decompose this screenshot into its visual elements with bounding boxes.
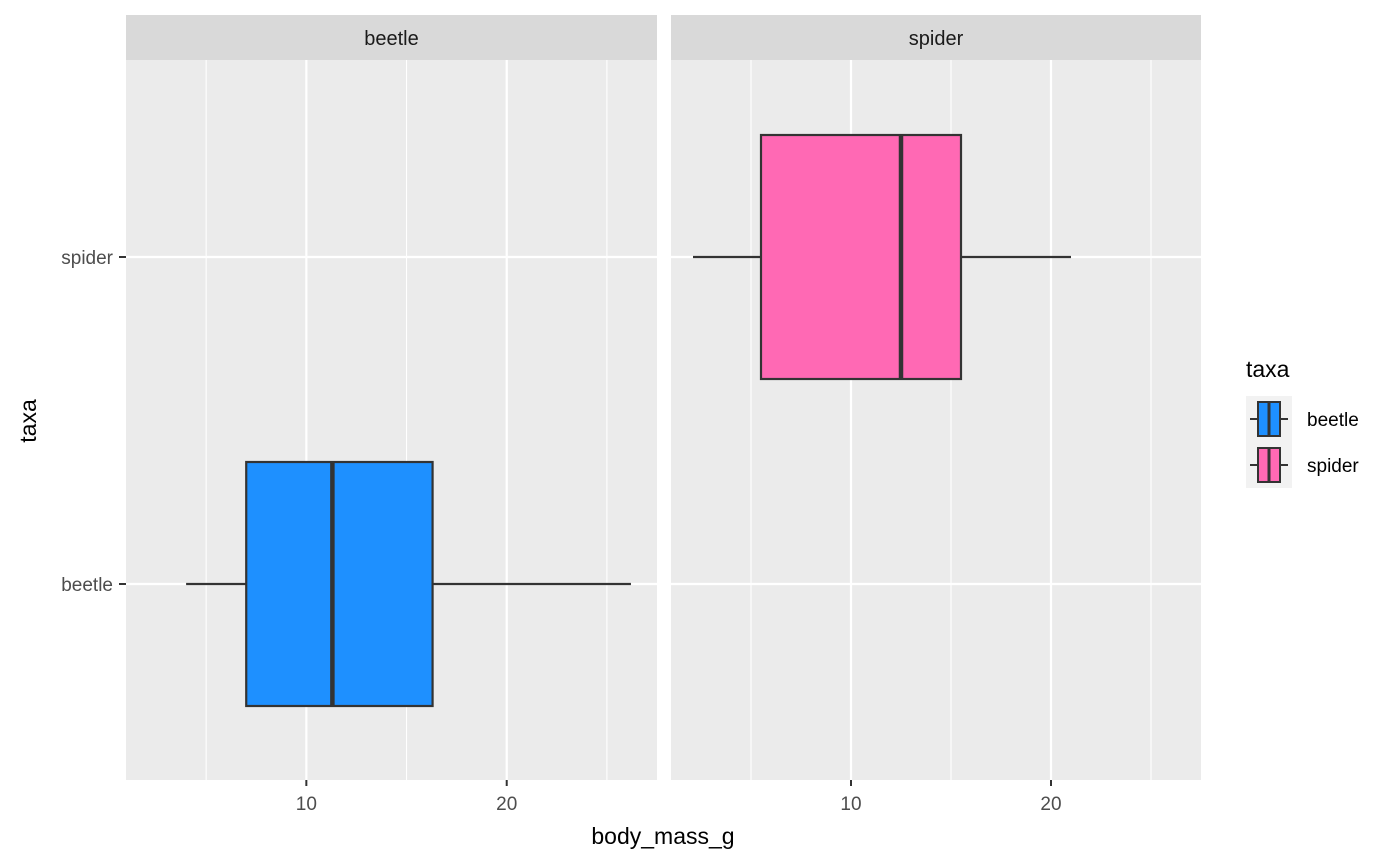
- facet-spider: spider 10 20: [671, 15, 1201, 815]
- x-tick-label: 10: [840, 794, 861, 815]
- legend: taxa beetle spider: [1246, 356, 1359, 488]
- facet-strip: [126, 15, 657, 60]
- y-axis-title: taxa: [15, 399, 41, 443]
- box-iqr: [759, 133, 963, 381]
- legend-key-beetle: [1250, 401, 1288, 437]
- x-tick-label: 10: [296, 794, 317, 815]
- x-axis-title: body_mass_g: [591, 823, 734, 849]
- x-tick-label: 20: [1040, 794, 1061, 815]
- box-iqr: [245, 460, 434, 708]
- legend-label: beetle: [1307, 410, 1359, 431]
- legend-title: taxa: [1246, 356, 1290, 382]
- facet-strip-label: beetle: [364, 28, 419, 50]
- facet-panels: beetle 10 20 spider 10 20: [126, 15, 1201, 815]
- facet-strip-label: spider: [909, 28, 964, 50]
- box-beetle: [186, 460, 631, 708]
- y-tick-label: beetle: [61, 575, 113, 596]
- legend-key-spider: [1250, 447, 1288, 483]
- y-axis: beetle spider: [61, 248, 126, 596]
- facet-beetle: beetle 10 20: [126, 15, 657, 815]
- legend-label: spider: [1307, 456, 1359, 477]
- x-tick-label: 20: [496, 794, 517, 815]
- facet-strip: [671, 15, 1201, 60]
- y-tick-label: spider: [61, 248, 113, 269]
- box-spider: [693, 133, 1071, 381]
